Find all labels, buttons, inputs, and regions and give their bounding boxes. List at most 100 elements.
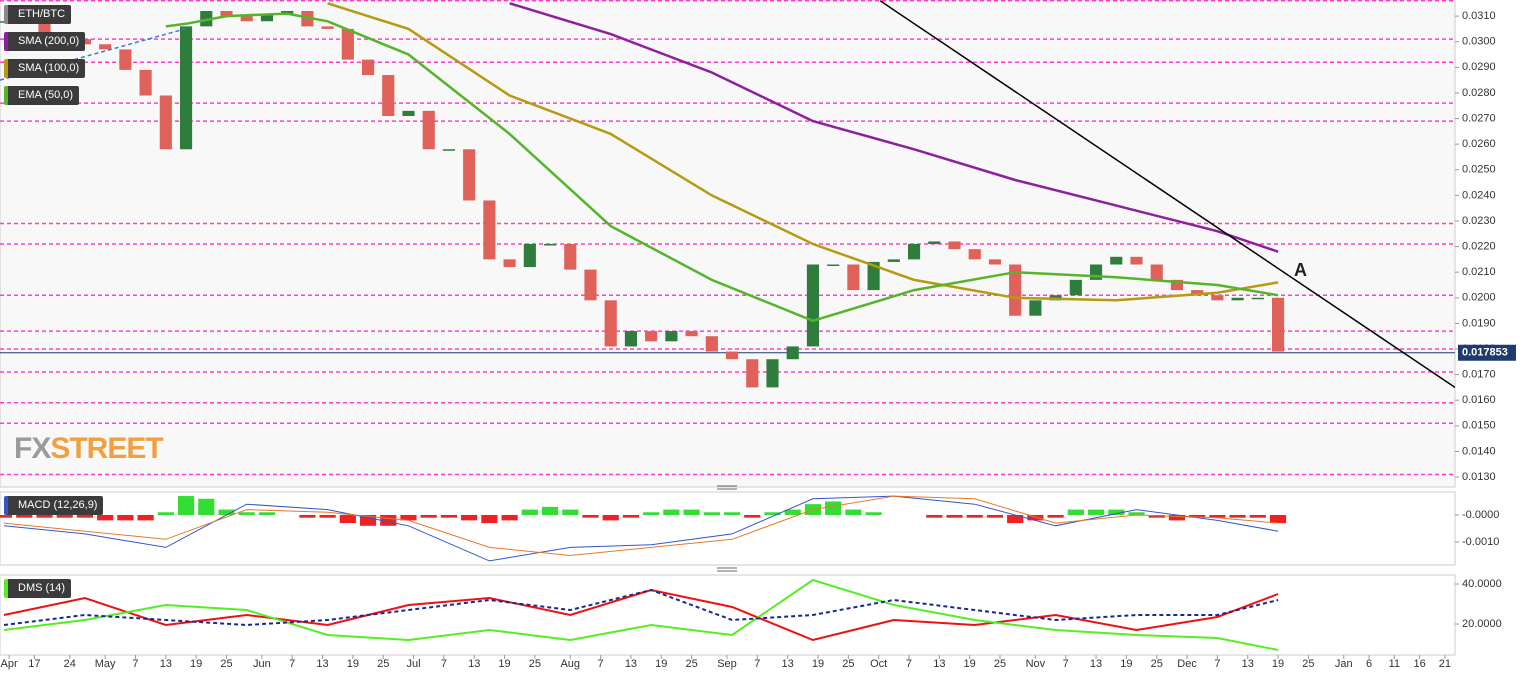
histogram-bar [339, 514, 356, 524]
x-tick-label: Dec [1177, 658, 1197, 670]
trend-line [879, 0, 1455, 389]
y-tick-label: 0.0260 [1462, 138, 1496, 150]
histogram-bar [723, 512, 741, 515]
candle [746, 359, 759, 388]
histogram-bar [1148, 514, 1165, 518]
candle [1110, 256, 1123, 265]
macd-plot [0, 495, 1287, 562]
candle [847, 264, 860, 291]
histogram-bar [319, 514, 336, 518]
x-tick-label: 24 [64, 658, 76, 670]
histogram-bar [683, 509, 700, 515]
moving-average [327, 2, 1279, 302]
histogram-bar [926, 514, 943, 518]
histogram-bar [1067, 509, 1084, 515]
histogram-bar [825, 501, 842, 515]
candle [119, 49, 132, 70]
x-tick-label: 25 [529, 658, 541, 670]
candle [1231, 297, 1244, 301]
x-tick-label: 21 [1439, 658, 1451, 670]
histogram-bar [1229, 514, 1246, 518]
macd-line [3, 495, 1279, 557]
histogram-bar [198, 498, 215, 515]
panel-grip[interactable] [717, 567, 737, 572]
x-tick-label: 19 [347, 658, 359, 670]
histogram-bar [521, 509, 538, 515]
histogram-bar [299, 514, 316, 518]
candle [1009, 264, 1022, 316]
histogram-bar [946, 514, 963, 518]
candle [402, 110, 415, 116]
histogram-bar [461, 514, 478, 521]
x-tick-label: 13 [933, 658, 945, 670]
y-tick-label: 0.0170 [1462, 369, 1496, 381]
candle [887, 259, 900, 262]
moving-average [165, 12, 1279, 323]
histogram-bar [845, 509, 862, 515]
histogram-bar [400, 514, 417, 521]
histogram-bar [1027, 514, 1044, 521]
histogram-bar [1168, 514, 1186, 521]
y-tick-label: 0.0290 [1462, 61, 1496, 73]
candle [645, 331, 658, 342]
y-tick-label: 0.0190 [1462, 317, 1496, 329]
dms-line [3, 578, 1279, 651]
y-tick-label: 20.0000 [1462, 618, 1502, 630]
histogram-bar [137, 514, 154, 521]
y-tick-label: 0.0240 [1462, 189, 1496, 201]
x-tick-label: 19 [1272, 658, 1284, 670]
histogram-bar [622, 514, 640, 518]
candle [179, 26, 193, 150]
x-tick-label: 25 [994, 658, 1006, 670]
x-tick-label: May [95, 658, 116, 670]
x-tick-label: 25 [842, 658, 854, 670]
x-tick-label: Aug [560, 658, 580, 670]
candle [1029, 300, 1042, 316]
x-tick-label: 6 [1366, 658, 1372, 670]
x-tick-label: 7 [441, 658, 447, 670]
histogram-bar [380, 514, 397, 526]
x-tick-label: Oct [870, 658, 887, 670]
histogram-bar [238, 512, 255, 515]
x-tick-label: 19 [812, 658, 824, 670]
histogram-bar [643, 512, 660, 515]
y-tick-label: 0.0200 [1462, 292, 1496, 304]
x-tick-label: 13 [625, 658, 637, 670]
histogram-bar [420, 514, 437, 518]
candle [1271, 297, 1285, 352]
histogram-bar [36, 514, 53, 518]
legend-item: SMA (100,0) [4, 59, 86, 78]
x-tick-label: 25 [220, 658, 232, 670]
y-tick-label: 0.0310 [1462, 10, 1496, 22]
x-tick-label: 16 [1413, 658, 1425, 670]
x-tick-label: 13 [316, 658, 328, 670]
legend-item: EMA (50,0) [4, 86, 80, 105]
price-plot [0, 0, 1455, 476]
annotation: A [1294, 260, 1307, 280]
moving-average [509, 2, 1279, 253]
legend-item: SMA (200,0) [4, 32, 86, 51]
candle [38, 23, 51, 35]
watermark-part: FX [14, 432, 51, 465]
histogram-bar [582, 514, 599, 518]
histogram-bar [359, 514, 377, 526]
histogram-bar [1209, 514, 1226, 518]
panel-grip[interactable] [717, 485, 737, 490]
macd-panel [0, 491, 1456, 566]
candle [1150, 264, 1163, 280]
histogram-bar [1007, 514, 1024, 524]
histogram-bar [157, 512, 174, 515]
y-tick-label: 0.0140 [1462, 445, 1496, 457]
histogram-bar [97, 514, 114, 521]
candle [260, 13, 274, 22]
x-tick-label: 7 [132, 658, 138, 670]
y-tick-label: -0.0010 [1462, 536, 1499, 548]
y-tick-label: 0.0230 [1462, 215, 1496, 227]
candle [1251, 297, 1264, 300]
candle [685, 331, 698, 337]
candle [948, 241, 961, 250]
candle [422, 110, 435, 150]
histogram-bar [1269, 514, 1287, 524]
histogram-bar [177, 496, 195, 515]
